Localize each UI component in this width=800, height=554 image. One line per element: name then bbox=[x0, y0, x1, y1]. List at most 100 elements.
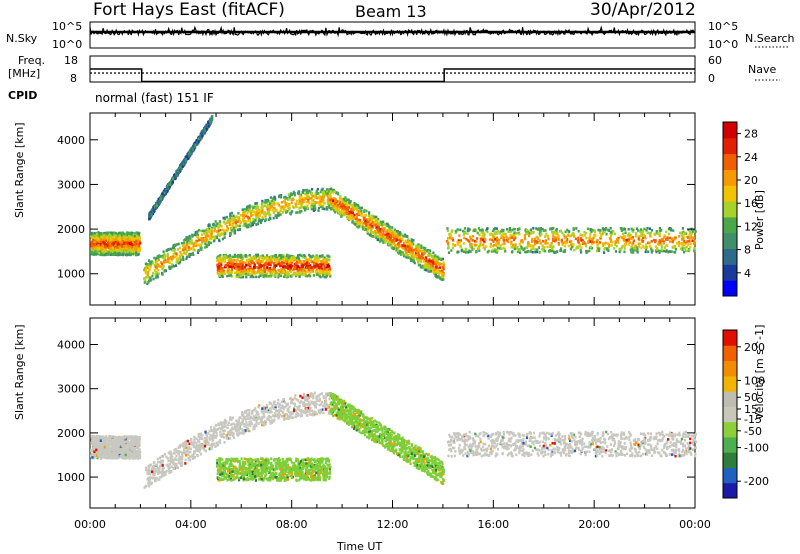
data-pixel bbox=[458, 241, 462, 244]
data-pixel bbox=[139, 241, 142, 245]
data-pixel bbox=[253, 263, 256, 266]
data-pixel bbox=[317, 263, 320, 267]
data-pixel bbox=[503, 247, 506, 251]
data-pixel bbox=[101, 245, 104, 249]
data-pixel bbox=[305, 261, 308, 265]
data-pixel bbox=[385, 233, 388, 237]
data-pixel bbox=[136, 253, 140, 256]
data-pixel bbox=[658, 249, 661, 253]
data-pixel bbox=[127, 238, 130, 241]
data-pixel bbox=[577, 238, 580, 242]
data-pixel bbox=[276, 260, 279, 264]
data-pixel bbox=[254, 271, 257, 274]
data-pixel bbox=[657, 240, 660, 244]
data-pixel bbox=[294, 265, 297, 269]
data-pixel bbox=[218, 267, 221, 270]
data-pixel bbox=[299, 273, 302, 276]
data-pixel bbox=[253, 265, 256, 269]
data-pixel bbox=[256, 269, 259, 273]
data-pixel bbox=[530, 248, 533, 251]
data-pixel bbox=[248, 204, 251, 207]
data-pixel bbox=[259, 268, 262, 271]
data-pixel bbox=[245, 205, 249, 209]
data-pixel bbox=[287, 265, 290, 268]
data-pixel bbox=[326, 190, 329, 194]
data-pixel bbox=[376, 231, 379, 234]
data-pixel bbox=[149, 276, 152, 280]
data-pixel bbox=[621, 228, 624, 232]
data-pixel bbox=[153, 263, 156, 267]
data-pixel bbox=[566, 228, 569, 232]
data-pixel bbox=[417, 263, 420, 267]
data-pixel bbox=[319, 256, 322, 259]
data-pixel bbox=[296, 256, 299, 260]
data-pixel bbox=[644, 236, 647, 240]
data-pixel bbox=[327, 265, 330, 268]
data-pixel bbox=[98, 242, 101, 246]
data-pixel bbox=[253, 256, 256, 259]
data-pixel bbox=[589, 240, 592, 243]
data-pixel bbox=[275, 209, 278, 212]
data-pixel bbox=[276, 202, 279, 205]
data-pixel bbox=[204, 239, 208, 243]
data-pixel bbox=[306, 274, 309, 278]
data-pixel bbox=[496, 237, 499, 241]
data-pixel bbox=[265, 205, 268, 209]
data-pixel bbox=[653, 232, 656, 236]
data-pixel bbox=[539, 241, 542, 245]
data-pixel bbox=[226, 219, 229, 222]
data-pixel bbox=[155, 270, 158, 274]
data-pixel bbox=[230, 262, 233, 266]
data-pixel bbox=[117, 245, 121, 249]
data-pixel bbox=[328, 194, 331, 198]
data-pixel bbox=[573, 248, 576, 252]
data-pixel bbox=[251, 210, 254, 213]
data-pixel bbox=[417, 261, 420, 264]
data-pixel bbox=[301, 270, 304, 273]
data-pixel bbox=[134, 237, 137, 241]
freq-tick-top: 18 bbox=[64, 54, 78, 67]
data-pixel bbox=[501, 242, 504, 246]
data-pixel bbox=[567, 234, 570, 237]
data-pixel bbox=[276, 257, 279, 260]
data-pixel bbox=[688, 231, 691, 234]
data-pixel bbox=[623, 227, 626, 230]
data-pixel bbox=[106, 231, 110, 235]
data-pixel bbox=[209, 241, 213, 245]
data-pixel bbox=[510, 236, 514, 239]
data-pixel bbox=[232, 214, 235, 218]
data-pixel bbox=[608, 244, 611, 247]
data-pixel bbox=[544, 240, 547, 243]
data-pixel bbox=[296, 271, 299, 275]
data-pixel bbox=[669, 240, 672, 243]
data-pixel bbox=[155, 262, 158, 265]
data-pixel bbox=[270, 274, 273, 277]
data-pixel bbox=[313, 203, 316, 207]
data-pixel bbox=[638, 234, 641, 238]
data-pixel bbox=[534, 247, 537, 251]
data-pixel bbox=[291, 273, 294, 277]
data-pixel bbox=[186, 250, 189, 253]
data-pixel bbox=[332, 189, 335, 192]
data-pixel bbox=[333, 197, 336, 201]
data-pixel bbox=[394, 249, 398, 252]
data-pixel bbox=[347, 216, 350, 219]
data-pixel bbox=[147, 271, 150, 274]
data-pixel bbox=[405, 255, 408, 259]
data-pixel bbox=[326, 254, 329, 258]
data-pixel bbox=[158, 255, 162, 258]
data-pixel bbox=[342, 197, 345, 201]
data-pixel bbox=[382, 223, 385, 226]
data-pixel bbox=[397, 232, 400, 236]
data-pixel bbox=[436, 255, 439, 259]
data-pixel bbox=[465, 238, 468, 241]
data-pixel bbox=[393, 235, 396, 238]
data-pixel bbox=[179, 258, 182, 262]
data-pixel bbox=[334, 199, 337, 203]
data-pixel bbox=[164, 258, 167, 262]
data-pixel bbox=[434, 254, 437, 257]
data-pixel bbox=[381, 235, 384, 238]
data-pixel bbox=[340, 210, 343, 213]
data-pixel bbox=[220, 232, 223, 235]
data-pixel bbox=[226, 270, 229, 274]
